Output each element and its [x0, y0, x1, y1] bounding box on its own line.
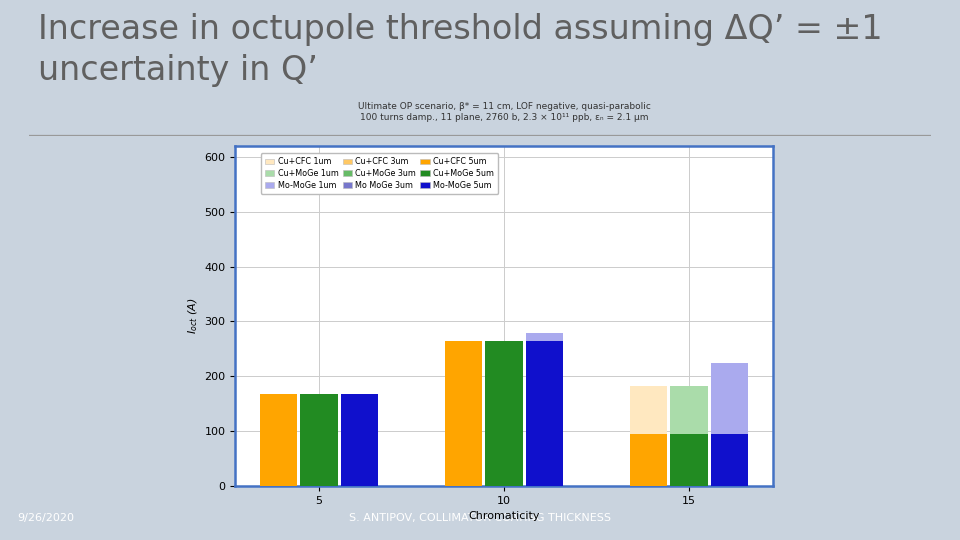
Bar: [711, 434, 749, 486]
Bar: [630, 434, 667, 486]
X-axis label: Chromaticity: Chromaticity: [468, 511, 540, 521]
Text: 9/26/2020: 9/26/2020: [17, 513, 74, 523]
Text: Increase in octupole threshold assuming ΔQ’ = ±1
uncertainty in Q’: Increase in octupole threshold assuming …: [38, 14, 883, 87]
Text: Ultimate OP scenario, β* = 11 cm, LOF negative, quasi-parabolic
100 turns damp.,: Ultimate OP scenario, β* = 11 cm, LOF ne…: [357, 102, 651, 123]
Bar: [526, 341, 564, 486]
Bar: [670, 434, 708, 486]
Bar: [630, 386, 667, 434]
Bar: [670, 386, 708, 434]
Bar: [711, 362, 749, 434]
Bar: [259, 394, 297, 486]
Bar: [444, 341, 482, 486]
Bar: [341, 394, 378, 486]
Bar: [300, 394, 338, 486]
Text: S. ANTIPOV, COLLIMATOR COATING THICKNESS: S. ANTIPOV, COLLIMATOR COATING THICKNESS: [349, 513, 611, 523]
Bar: [486, 341, 522, 486]
Bar: [526, 334, 564, 341]
Y-axis label: $I_{oct}$ (A): $I_{oct}$ (A): [186, 298, 201, 334]
Legend: Cu+CFC 1um, Cu+MoGe 1um, Mo-MoGe 1um, Cu+CFC 3um, Cu+MoGe 3um, Mo MoGe 3um, Cu+C: Cu+CFC 1um, Cu+MoGe 1um, Mo-MoGe 1um, Cu…: [261, 153, 498, 194]
